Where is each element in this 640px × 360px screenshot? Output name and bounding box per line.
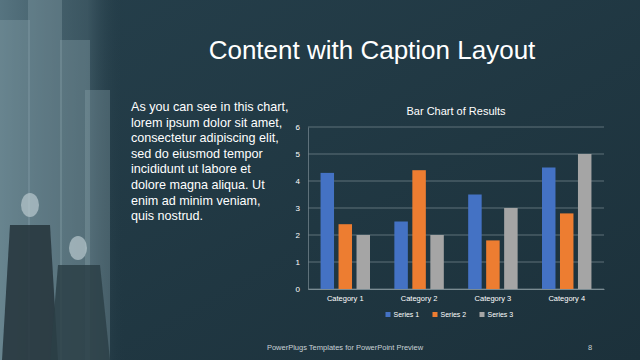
legend-label: Series 3 [488,311,514,318]
y-axis: 0 1 2 3 4 5 6 [296,123,309,294]
background [0,0,640,360]
photo-figure [21,193,39,217]
bar [486,240,499,289]
footer: PowerPlugs Templates for PowerPoint Prev… [267,343,424,352]
y-tick: 2 [296,231,308,240]
y-tick: 1 [296,258,308,267]
bar [357,235,370,289]
photo-figure [69,236,87,260]
slide-title: Content with Caption Layout [209,35,536,65]
bar [412,170,425,289]
grid-line [308,154,604,155]
y-tick: 0 [296,285,308,294]
x-axis: Category 1 Category 2 Category 3 Category 4 [309,289,605,303]
x-tick: Category 2 [401,289,438,303]
caption-line: dolore magna aliqua. Ut [131,178,265,192]
x-tick: Category 4 [548,289,585,303]
legend-swatch [480,312,485,317]
x-tick-label: Category 2 [401,294,438,303]
y-tick-label: 0 [296,285,301,294]
caption-line: sed do eiusmod tempor [131,147,263,161]
chart-title: Bar Chart of Results [406,105,506,117]
bar [321,173,334,289]
grid-line [308,235,604,236]
caption-line: incididunt ut labore et [131,162,251,176]
x-tick: Category 1 [327,289,364,303]
x-tick-label: Category 1 [327,294,364,303]
grid-line [308,208,604,209]
y-tick-label: 4 [296,177,301,186]
chart: Bar Chart of Results0123456Category 1Cat… [296,105,605,318]
photo-figure [50,265,110,360]
page-number: 8 [588,343,592,352]
bar [578,154,591,289]
bar [394,222,407,290]
y-axis-line [308,128,309,290]
y-tick: 3 [296,204,308,213]
x-tick-label: Category 4 [548,294,585,303]
grid-line [308,262,604,263]
y-tick-label: 6 [296,123,301,132]
grid [308,127,604,289]
photo-panel [0,0,125,360]
y-tick: 4 [296,177,308,186]
y-tick: 6 [296,123,308,132]
y-tick-label: 5 [296,150,301,159]
caption-line: quis nostrud. [131,209,203,223]
grid-line [308,127,604,128]
y-tick: 5 [296,150,308,159]
legend-swatch [386,312,391,317]
bar [339,224,352,289]
slide: Content with Caption Layout As you can se… [0,0,640,360]
legend-swatch [433,312,438,317]
grid-line [308,289,604,290]
caption-line: As you can see in this chart, [131,100,289,114]
bar [560,213,573,289]
x-tick-label: Category 3 [475,294,512,303]
legend-label: Series 2 [441,311,467,318]
photo-backdrop [0,0,125,360]
x-tick: Category 3 [475,289,512,303]
bar [504,208,517,289]
bar [542,168,555,290]
caption-line: enim ad minim veniam, [131,194,260,208]
legend-label: Series 1 [394,311,420,318]
y-tick-label: 2 [296,231,301,240]
caption-line: consectetur adipiscing elit, [131,131,279,145]
legend: Series 1 Series 2 Series 3 [386,311,514,318]
caption-line: lorem ipsum dolor sit amet, [131,116,282,130]
bar [468,195,481,290]
x-axis-line [309,289,605,290]
caption: As you can see in this chart, lorem ipsum… [131,100,289,223]
photo-figure [2,225,58,360]
y-tick-label: 3 [296,204,301,213]
bars [321,154,592,289]
y-tick-label: 1 [296,258,301,267]
bar [430,235,443,289]
grid-line [308,181,604,182]
